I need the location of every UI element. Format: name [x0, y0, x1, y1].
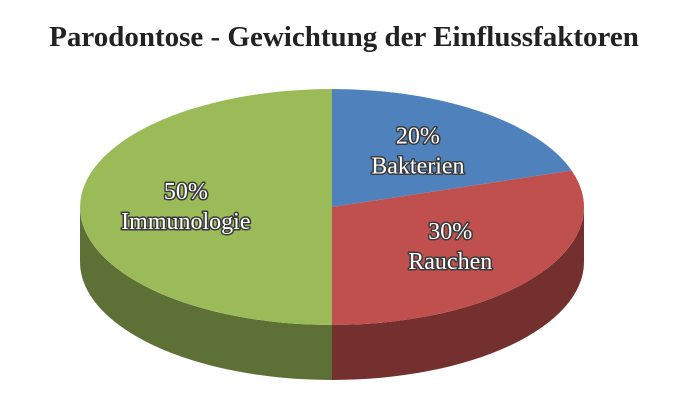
- slice-side: [80, 207, 332, 380]
- pie-slice: [332, 89, 572, 207]
- pie-sides: [80, 207, 584, 380]
- slice-side: [332, 207, 584, 380]
- pie-tops: [80, 89, 584, 325]
- category-label: Bakterien: [371, 154, 464, 180]
- pie-slice: [80, 89, 332, 325]
- data-label: 30%: [428, 219, 472, 245]
- pie-slice: [332, 170, 584, 325]
- pie-labels: 20% Bakterien 30% Rauchen 50% Immunologie: [120, 122, 494, 277]
- category-label: Immunologie: [121, 209, 250, 235]
- chart-title: Parodontose - Gewichtung der Einflussfak…: [49, 21, 639, 53]
- data-label: 50%: [164, 179, 208, 205]
- data-label: 20%: [396, 124, 440, 150]
- category-label: Rauchen: [408, 249, 492, 275]
